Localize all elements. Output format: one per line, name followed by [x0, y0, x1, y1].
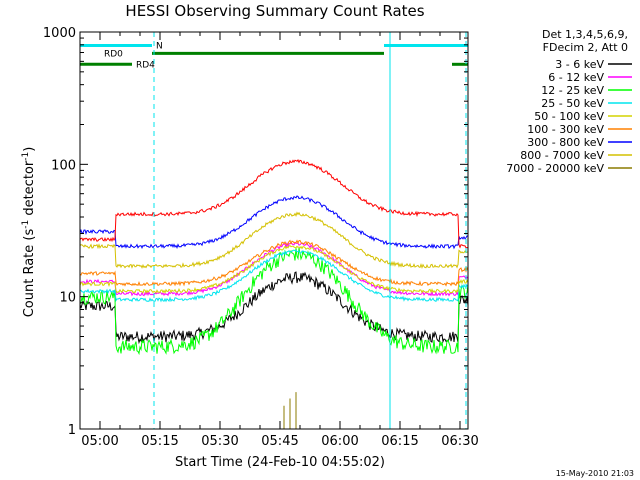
- legend-header-line-1: Det 1,3,4,5,6,9,: [542, 28, 628, 41]
- legend-label-8: 7000 - 20000 keV: [506, 162, 604, 175]
- legend-label-7: 800 - 7000 keV: [520, 149, 604, 162]
- series-line-0: [79, 271, 469, 345]
- x-tick-label-0: 05:00: [81, 434, 118, 449]
- legend: Det 1,3,4,5,6,9, FDecim 2, Att 0 3 - 6 k…: [506, 28, 632, 175]
- legend-header-line-2: FDecim 2, Att 0: [543, 41, 628, 54]
- legend-label-6: 300 - 800 keV: [527, 136, 604, 149]
- y-tick-label-1: 10: [59, 291, 76, 306]
- flag-label-RD0: RD0: [104, 49, 123, 59]
- x-tick-label-2: 05:30: [201, 434, 238, 449]
- flag-bars: N RD0 RD4: [80, 42, 468, 70]
- y-axis-label: Count Rate (s-1 detector-1): [21, 147, 37, 318]
- series-line-9: [79, 159, 469, 249]
- legend-label-4: 50 - 100 keV: [534, 110, 604, 123]
- x-tick-label-1: 05:15: [141, 434, 178, 449]
- plot-marks: [79, 159, 469, 429]
- x-tick-label-3: 05:45: [261, 434, 298, 449]
- render-timestamp: 15-May-2010 21:03: [556, 469, 634, 478]
- x-tick-label-6: 06:30: [441, 434, 478, 449]
- chart-title: HESSI Observing Summary Count Rates: [125, 2, 424, 20]
- series-line-3: [79, 249, 469, 303]
- legend-label-3: 25 - 50 keV: [541, 97, 604, 110]
- y-tick-label-0: 1: [68, 423, 76, 438]
- x-axis-ticks: 05:00 05:15 05:30 05:45 06:00 06:15 06:30: [79, 32, 479, 449]
- series-line-6: [79, 195, 469, 250]
- flag-label-RD4: RD4: [136, 60, 155, 70]
- series-line-4: [79, 244, 469, 295]
- legend-label-2: 12 - 25 keV: [541, 84, 604, 97]
- x-tick-label-4: 06:00: [321, 434, 358, 449]
- series-line-7: [79, 211, 469, 270]
- x-axis-label: Start Time (24-Feb-10 04:55:02): [175, 455, 385, 470]
- series-line-5: [79, 239, 469, 287]
- y-tick-label-3: 1000: [43, 26, 76, 41]
- y-axis-ticks: 1 10 100 1000: [43, 26, 468, 438]
- x-tick-label-5: 06:15: [381, 434, 418, 449]
- legend-label-5: 100 - 300 keV: [527, 123, 604, 136]
- plot-frame: [79, 31, 469, 430]
- y-tick-label-2: 100: [51, 158, 76, 173]
- legend-label-0: 3 - 6 keV: [555, 58, 604, 71]
- legend-label-1: 6 - 12 keV: [548, 71, 604, 84]
- series-line-1: [79, 241, 469, 297]
- flag-label-N: N: [156, 42, 163, 52]
- vertical-markers: [79, 32, 467, 429]
